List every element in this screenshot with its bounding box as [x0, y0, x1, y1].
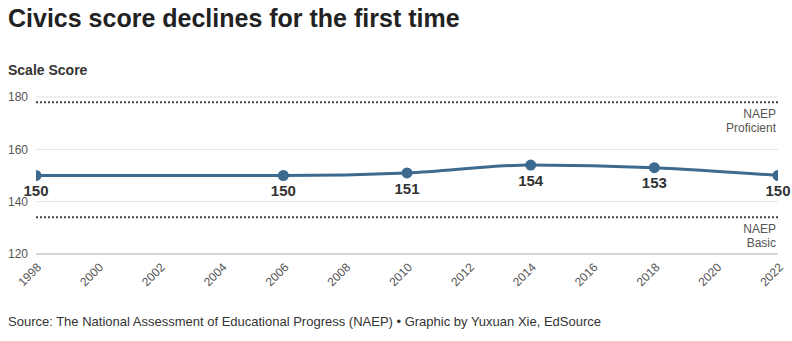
svg-text:2020: 2020	[696, 260, 725, 289]
svg-text:2022: 2022	[757, 260, 784, 289]
svg-text:150: 150	[271, 182, 296, 199]
svg-text:153: 153	[642, 174, 667, 191]
html-text:Source: The National Assessmen: Source: The National Assessment of Educa…	[8, 314, 601, 329]
svg-text:NAEPProficient: NAEPProficient	[726, 107, 777, 135]
svg-text:154: 154	[518, 172, 544, 189]
svg-text:1998: 1998	[15, 260, 44, 289]
svg-text:160: 160	[8, 143, 28, 157]
svg-text:NAEPBasic: NAEPBasic	[743, 222, 776, 250]
svg-text:2004: 2004	[201, 260, 230, 289]
svg-text:2014: 2014	[510, 260, 539, 289]
svg-text:2002: 2002	[139, 260, 168, 289]
svg-text:180: 180	[8, 90, 28, 104]
svg-text:2008: 2008	[325, 260, 354, 289]
svg-text:2016: 2016	[572, 260, 601, 289]
html-text:Civics score declines for the: Civics score declines for the first time	[8, 4, 460, 32]
svg-text:2006: 2006	[263, 260, 292, 289]
svg-text:2010: 2010	[386, 260, 415, 289]
svg-text:150: 150	[765, 182, 784, 199]
svg-text:2018: 2018	[634, 260, 663, 289]
svg-text:2000: 2000	[77, 260, 106, 289]
html-text:Scale Score: Scale Score	[8, 62, 88, 78]
svg-text:150: 150	[23, 182, 48, 199]
svg-text:2012: 2012	[448, 260, 477, 289]
svg-text:120: 120	[8, 247, 28, 261]
svg-text:151: 151	[394, 180, 419, 197]
